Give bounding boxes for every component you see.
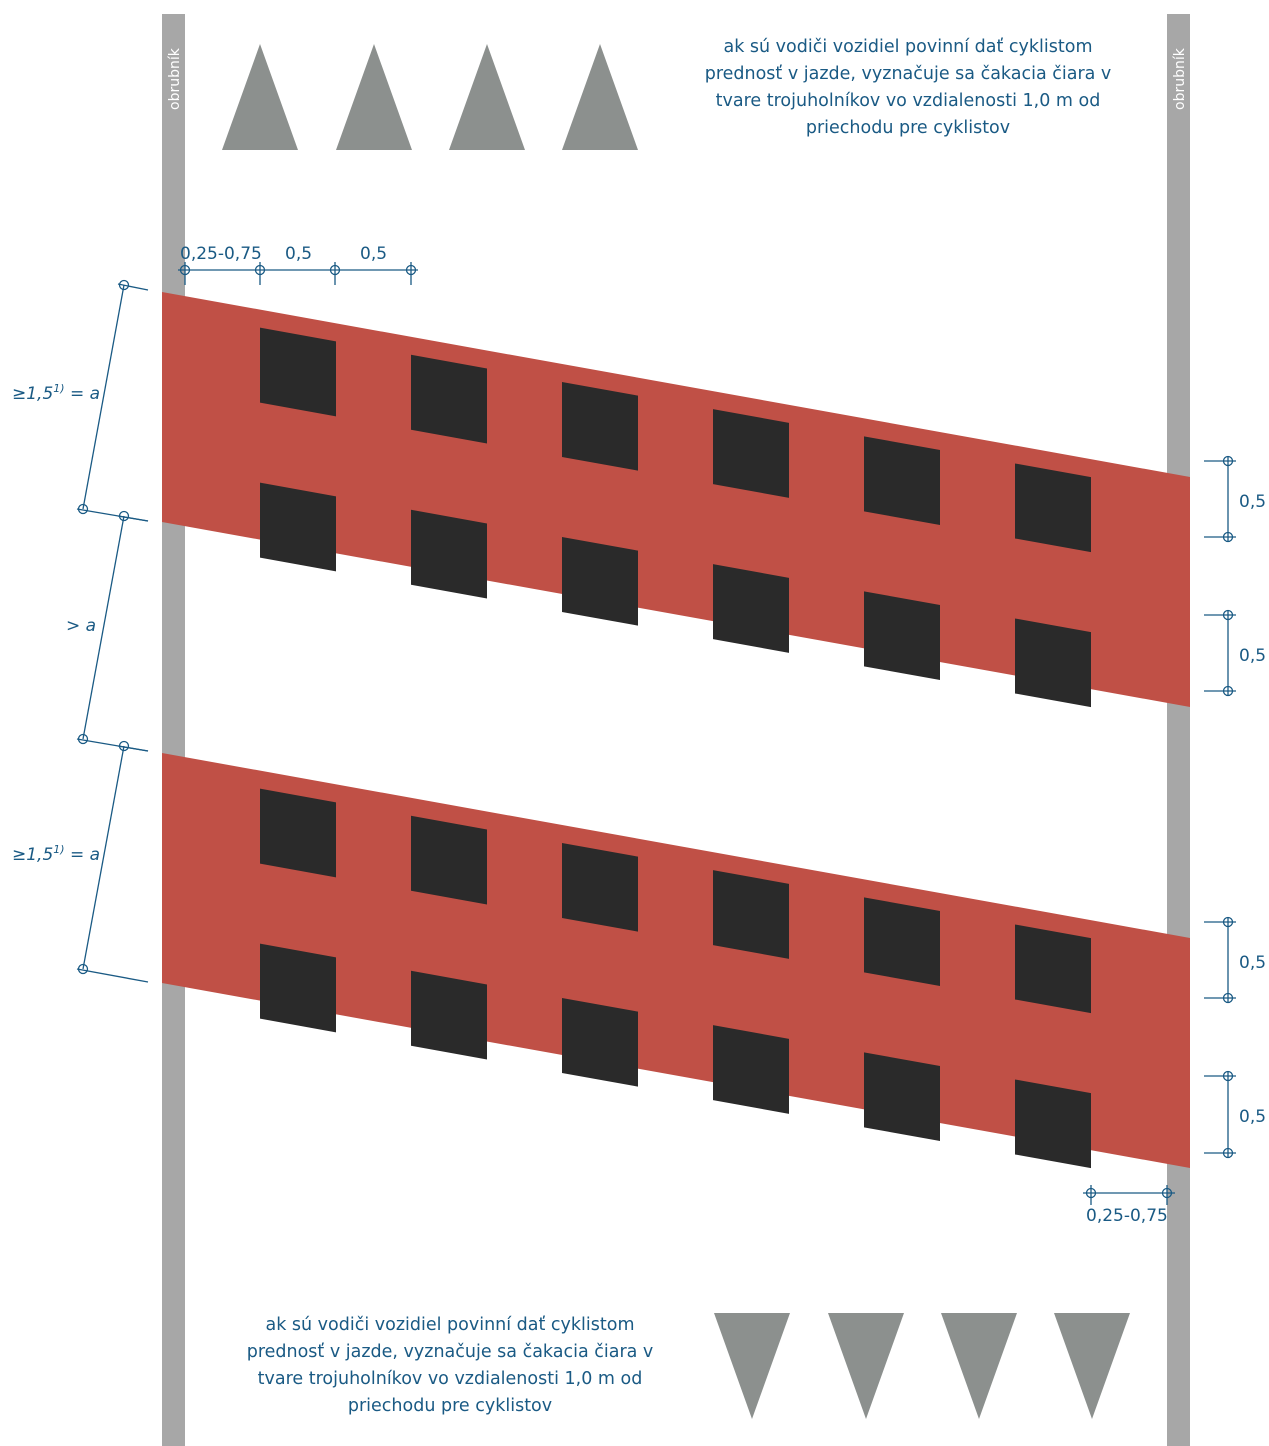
triangle-up [336, 44, 412, 150]
triangle-down [828, 1313, 904, 1419]
dim-right-4: 0,5 [1239, 1107, 1266, 1127]
band-square [562, 997, 638, 1087]
band-square [864, 591, 940, 681]
dim-top-gap: 0,5 [360, 244, 387, 264]
band-square [1015, 924, 1091, 1014]
dim-right-2: 0,5 [1239, 646, 1266, 666]
band-square [1015, 618, 1091, 708]
band-square [864, 1052, 940, 1142]
cycle-crossing-band-1 [162, 292, 1190, 708]
triangle-up [449, 44, 525, 150]
band-square [1015, 463, 1091, 553]
triangle-down [941, 1313, 1017, 1419]
left-curb-label: obrubník [167, 47, 183, 110]
band-square [411, 970, 487, 1060]
band-square [260, 327, 336, 417]
right-curb [1167, 14, 1190, 1446]
dim-left-band-1: ≥1,51) = a [12, 382, 100, 404]
band-square [864, 897, 940, 987]
triangle-up [222, 44, 298, 150]
triangle-down [714, 1313, 790, 1419]
dim-left-band-2: ≥1,51) = a [12, 843, 100, 865]
band-square [713, 409, 789, 498]
band-square [260, 788, 336, 878]
dimension-lines [76, 262, 1236, 1205]
band-square [562, 842, 638, 932]
dim-right-1: 0,5 [1239, 492, 1266, 512]
dim-left-gap: > a [66, 616, 96, 636]
band-square [713, 1025, 789, 1114]
dim-right-3: 0,5 [1239, 953, 1266, 973]
band-square [411, 509, 487, 599]
left-curb [162, 14, 185, 1446]
dim-top-square: 0,5 [285, 244, 312, 264]
triangle-down [1054, 1313, 1130, 1419]
band-square [260, 482, 336, 572]
band-square [260, 943, 336, 1033]
band-square [562, 381, 638, 471]
give-way-triangles-top [222, 44, 638, 150]
note-bottom: ak sú vodiči vozidiel povinní dať cyklis… [246, 1315, 654, 1416]
dim-bottom-offset: 0,25-0,75 [1086, 1206, 1168, 1226]
band-square [864, 436, 940, 526]
band-square [713, 870, 789, 959]
band-square [411, 815, 487, 905]
band-square [1015, 1079, 1091, 1169]
band-square [411, 354, 487, 444]
give-way-triangles-bottom [714, 1313, 1130, 1419]
right-curb-label: obrubník [1172, 47, 1188, 110]
dim-top-offset: 0,25-0,75 [180, 244, 262, 264]
band-square [562, 536, 638, 626]
cycle-crossing-band-2 [162, 753, 1190, 1169]
triangle-up [562, 44, 638, 150]
band-square [713, 564, 789, 653]
note-top: ak sú vodiči vozidiel povinní dať cyklis… [704, 37, 1112, 138]
